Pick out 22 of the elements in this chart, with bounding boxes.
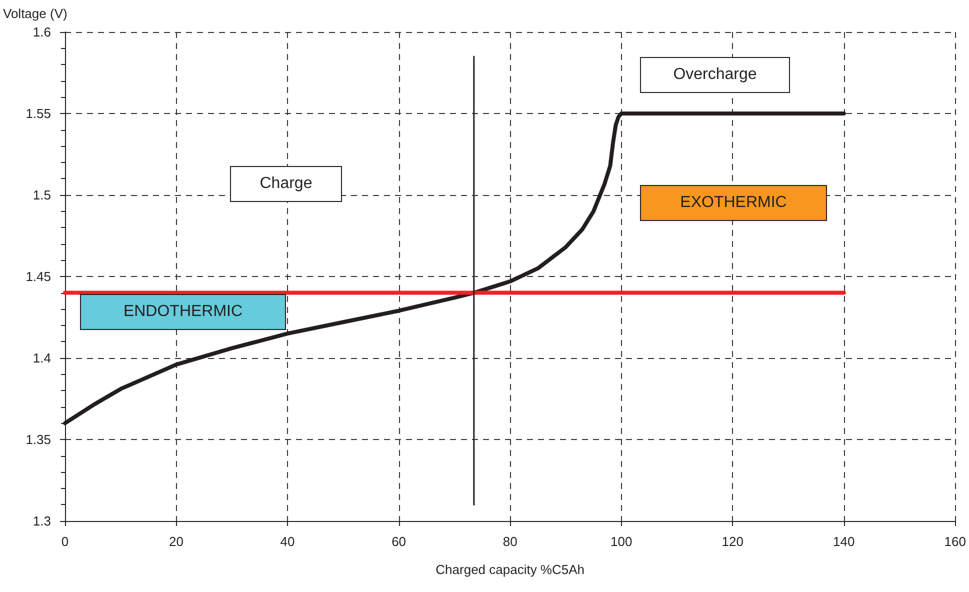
y-axis-title: Voltage (V): [3, 6, 68, 21]
x-axis-title: Charged capacity %C5Ah: [436, 562, 585, 577]
text-box: Overcharge: [640, 57, 790, 93]
text-box: Charge: [230, 166, 342, 202]
x-tick-label: 160: [944, 534, 966, 549]
text-box: ENDOTHERMIC: [80, 294, 286, 330]
x-tick-label: 140: [833, 534, 855, 549]
y-tick-label: 1.55: [26, 106, 51, 121]
x-tick-label: 100: [610, 534, 632, 549]
y-tick-label: 1.45: [26, 269, 51, 284]
x-tick-label: 0: [61, 534, 69, 549]
y-tick-label: 1.6: [32, 24, 51, 40]
y-tick-label: 1.4: [32, 350, 51, 366]
y-tick-label: 1.35: [26, 432, 51, 447]
x-tick-label: 120: [722, 534, 744, 549]
y-tick-label: 1.3: [32, 514, 51, 528]
x-tick-label: 40: [280, 534, 295, 549]
x-tick-label: 60: [392, 534, 406, 549]
text-box: EXOTHERMIC: [640, 185, 827, 221]
x-tick-label: 20: [169, 534, 184, 549]
x-tick-label: 80: [502, 534, 518, 549]
y-tick-label: 1.5: [32, 188, 51, 202]
